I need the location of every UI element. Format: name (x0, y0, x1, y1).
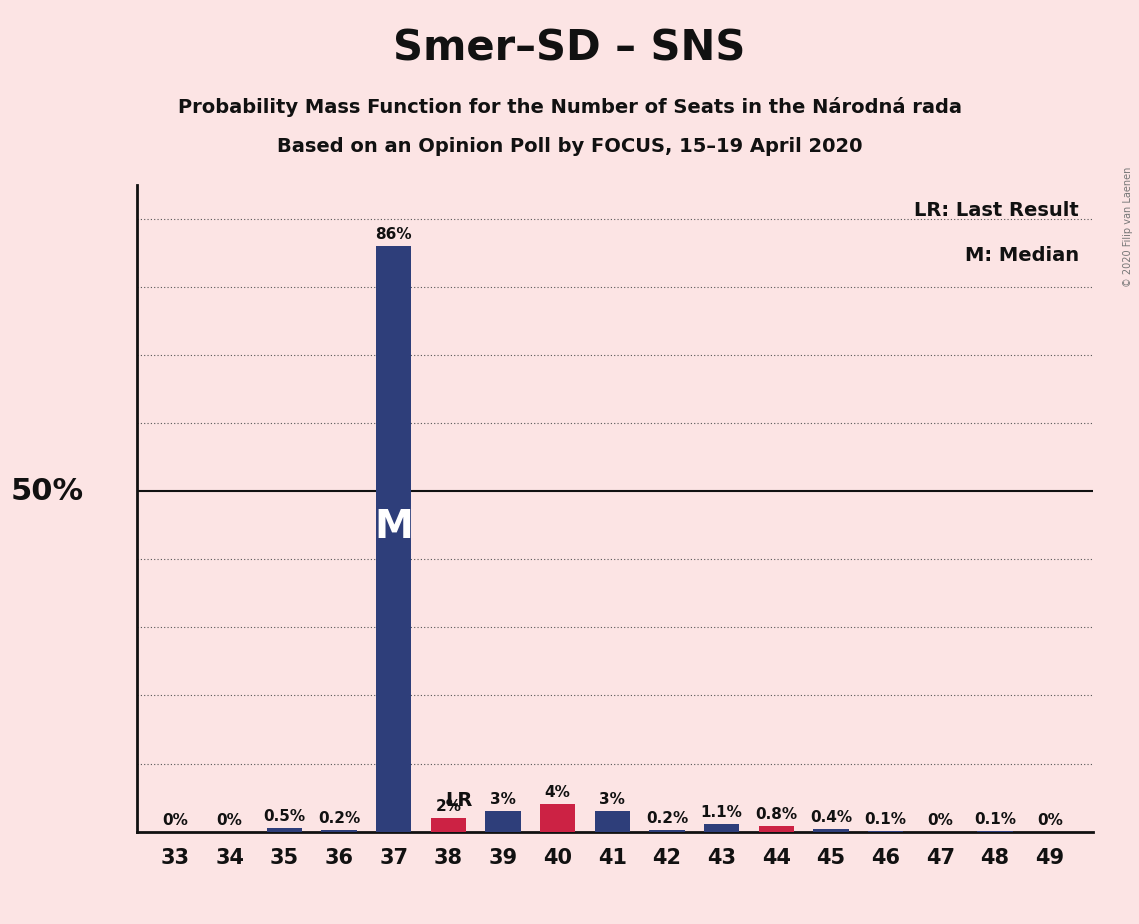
Text: 0%: 0% (162, 812, 188, 828)
Text: M: Median: M: Median (965, 246, 1079, 265)
Text: LR: Last Result: LR: Last Result (915, 201, 1079, 220)
Bar (704, 824, 739, 832)
Text: © 2020 Filip van Laenen: © 2020 Filip van Laenen (1123, 166, 1133, 286)
Text: Smer–SD – SNS: Smer–SD – SNS (393, 28, 746, 69)
Bar (649, 831, 685, 832)
Bar (595, 811, 630, 832)
Text: 4%: 4% (544, 785, 571, 800)
Text: 0.5%: 0.5% (263, 809, 305, 824)
Text: 0.2%: 0.2% (646, 811, 688, 826)
Bar (321, 831, 357, 832)
Text: Probability Mass Function for the Number of Seats in the Národná rada: Probability Mass Function for the Number… (178, 97, 961, 117)
Bar (759, 826, 794, 832)
Bar (431, 818, 466, 832)
Text: 86%: 86% (376, 227, 412, 242)
Text: 0.8%: 0.8% (755, 807, 797, 822)
Text: 0.1%: 0.1% (865, 812, 907, 827)
Bar (813, 829, 849, 832)
Text: 0%: 0% (216, 812, 243, 828)
Bar (540, 805, 575, 832)
Text: 0.2%: 0.2% (318, 811, 360, 826)
Text: 2%: 2% (435, 799, 461, 814)
Bar (485, 811, 521, 832)
Text: LR: LR (445, 791, 473, 809)
Text: 0%: 0% (927, 812, 953, 828)
Text: 50%: 50% (11, 477, 84, 505)
Bar (376, 246, 411, 832)
Text: 0.1%: 0.1% (974, 812, 1016, 827)
Text: 1.1%: 1.1% (700, 805, 743, 820)
Text: 3%: 3% (490, 792, 516, 807)
Text: 3%: 3% (599, 792, 625, 807)
Bar (267, 828, 302, 832)
Text: M: M (375, 508, 413, 546)
Text: 0.4%: 0.4% (810, 809, 852, 825)
Text: 0%: 0% (1036, 812, 1063, 828)
Text: Based on an Opinion Poll by FOCUS, 15–19 April 2020: Based on an Opinion Poll by FOCUS, 15–19… (277, 137, 862, 156)
